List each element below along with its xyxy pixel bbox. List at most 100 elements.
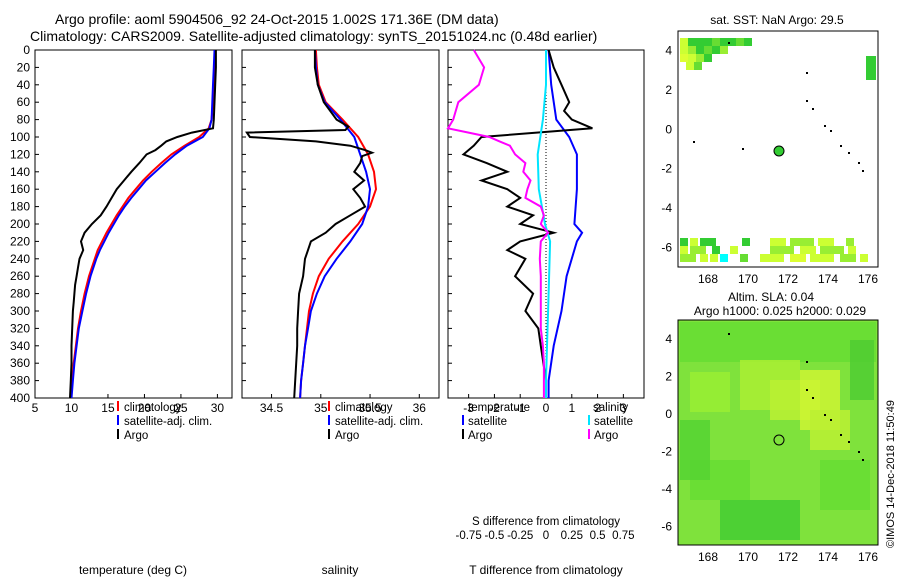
legend-swatch-argo bbox=[117, 429, 119, 439]
depth-tick-label: 0 bbox=[23, 43, 30, 57]
temperature-xtick-label: 10 bbox=[65, 401, 79, 415]
s-diff-tick-label: 0.75 bbox=[612, 530, 634, 542]
sst-map-lon-label: 170 bbox=[738, 272, 758, 286]
salinity-panel bbox=[241, 49, 440, 399]
depth-tick-label: 240 bbox=[10, 252, 30, 266]
island-dot bbox=[806, 100, 808, 102]
sst-cell bbox=[740, 254, 748, 262]
island-dot bbox=[824, 414, 826, 416]
differences-xtick-label: 0 bbox=[543, 401, 550, 415]
depth-tick-label: 400 bbox=[10, 391, 30, 405]
sla-map-lon-label: 170 bbox=[738, 550, 758, 564]
island-dot bbox=[862, 459, 864, 461]
sst-map-lon-label: 172 bbox=[778, 272, 798, 286]
sla-map-lon-label: 174 bbox=[818, 550, 838, 564]
sla-map-lat-label: 4 bbox=[665, 332, 672, 346]
sst-cell bbox=[800, 246, 816, 254]
sst-map-lat-label: 4 bbox=[665, 44, 672, 58]
sst-cell bbox=[736, 38, 744, 46]
legend-swatch-argo-s bbox=[328, 429, 330, 439]
island-dot bbox=[862, 170, 864, 172]
sst-cell bbox=[840, 254, 856, 262]
sst-map-lat-label: -4 bbox=[661, 201, 672, 215]
depth-tick-label: 100 bbox=[10, 130, 30, 144]
argo-position-marker-sla bbox=[773, 434, 785, 446]
depth-tick-label: 280 bbox=[10, 287, 30, 301]
depth-tick-label: 120 bbox=[10, 147, 30, 161]
legend-t-argo: Argo bbox=[468, 430, 492, 442]
sst-cell bbox=[760, 254, 784, 262]
sst-cell bbox=[680, 246, 688, 254]
legend-argo: Argo bbox=[124, 430, 148, 442]
island-dot bbox=[848, 152, 850, 154]
depth-tick-label: 360 bbox=[10, 356, 30, 370]
sst-cell bbox=[690, 238, 698, 246]
sst-cell bbox=[704, 46, 712, 54]
sst-cell bbox=[696, 54, 704, 62]
sst-cell bbox=[720, 254, 728, 262]
island-dot bbox=[858, 451, 860, 453]
depth-tick-label: 60 bbox=[17, 95, 31, 109]
sst-cell bbox=[680, 38, 688, 46]
salinity-series-satellite-adj-clim- bbox=[299, 49, 372, 399]
sst-cell bbox=[744, 38, 752, 46]
sst-cell bbox=[704, 54, 712, 62]
sst-cell bbox=[712, 46, 720, 54]
island-dot bbox=[728, 333, 730, 335]
sst-cell bbox=[818, 238, 834, 246]
sst-map-title: sat. SST: NaN Argo: 29.5 bbox=[710, 13, 844, 27]
legend-s-sat: satellite bbox=[594, 416, 633, 428]
sst-cell bbox=[686, 62, 694, 70]
sst-cell bbox=[700, 238, 716, 246]
sst-cell bbox=[790, 238, 814, 246]
plot-layer: 0204060801001201401601802002202402602803… bbox=[10, 43, 878, 564]
altim-title-2: Argo h1000: 0.025 h2000: 0.029 bbox=[694, 304, 866, 318]
sla-map-lat-label: -6 bbox=[661, 519, 672, 533]
differences-series-s-argo bbox=[446, 49, 550, 398]
sst-cell bbox=[690, 246, 706, 254]
legend-swatch-s-sat bbox=[588, 415, 590, 425]
sst-cell bbox=[700, 254, 708, 262]
sla-cell bbox=[680, 322, 876, 362]
legend-swatch-s-argo bbox=[588, 429, 590, 439]
island-dot bbox=[830, 130, 832, 132]
sst-cell bbox=[846, 238, 854, 246]
differences-xtick-label: -3 bbox=[463, 401, 474, 415]
salinity-xlabel: salinity bbox=[322, 563, 359, 577]
salinity-xtick-label: 35.5 bbox=[358, 401, 382, 415]
temperature-xlabel: temperature (deg C) bbox=[79, 563, 187, 577]
sst-cell bbox=[712, 38, 720, 46]
salinity-xtick-label: 36 bbox=[413, 401, 427, 415]
sst-cell bbox=[680, 54, 688, 62]
legend-t-sat: satellite bbox=[468, 416, 507, 428]
depth-tick-label: 140 bbox=[10, 165, 30, 179]
legend-swatch-t-sat bbox=[462, 415, 464, 425]
sst-map-lat-label: -6 bbox=[661, 240, 672, 254]
differences-xtick-label: -1 bbox=[515, 401, 526, 415]
island-dot bbox=[806, 389, 808, 391]
salinity-xtick-label: 35 bbox=[314, 401, 328, 415]
sst-cell bbox=[728, 38, 736, 46]
depth-tick-label: 160 bbox=[10, 182, 30, 196]
temperature-xtick-label: 20 bbox=[138, 401, 152, 415]
sst-cell bbox=[730, 246, 738, 254]
legend-salinity-heading: salinity bbox=[593, 402, 628, 414]
temperature-series-argo bbox=[69, 50, 217, 399]
depth-tick-label: 220 bbox=[10, 234, 30, 248]
sla-cell bbox=[810, 410, 850, 450]
sla-cell bbox=[680, 420, 710, 480]
legend-sat: satellite-adj. clim. bbox=[124, 416, 212, 428]
legend-swatch-sat-s bbox=[328, 415, 330, 425]
island-dot bbox=[806, 72, 808, 74]
depth-tick-label: 200 bbox=[10, 217, 30, 231]
sst-cell bbox=[820, 246, 844, 254]
legend-temperature-heading: temperature bbox=[468, 402, 530, 414]
s-diff-tick-label: -0.5 bbox=[485, 530, 505, 542]
argo-position-marker-sst bbox=[773, 145, 785, 157]
sst-map-lon-label: 168 bbox=[698, 272, 718, 286]
depth-tick-label: 180 bbox=[10, 200, 30, 214]
sst-cell bbox=[720, 46, 728, 54]
sla-cell bbox=[720, 500, 800, 540]
sst-cell bbox=[790, 254, 806, 262]
sst-cell bbox=[742, 238, 750, 246]
